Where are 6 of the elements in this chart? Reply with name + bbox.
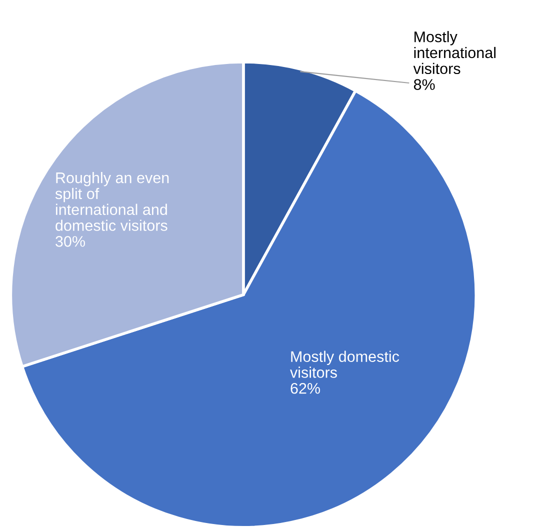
data-label: 8% — [414, 79, 435, 90]
data-label: 30% — [56, 236, 85, 247]
data-label: 62% — [290, 382, 320, 394]
slice-label: Mostly international visitors — [413, 31, 496, 74]
slice-label: Mostly domestic visitors — [290, 350, 400, 378]
slice-label: Roughly an even split of international and domestic visitors — [55, 172, 169, 231]
